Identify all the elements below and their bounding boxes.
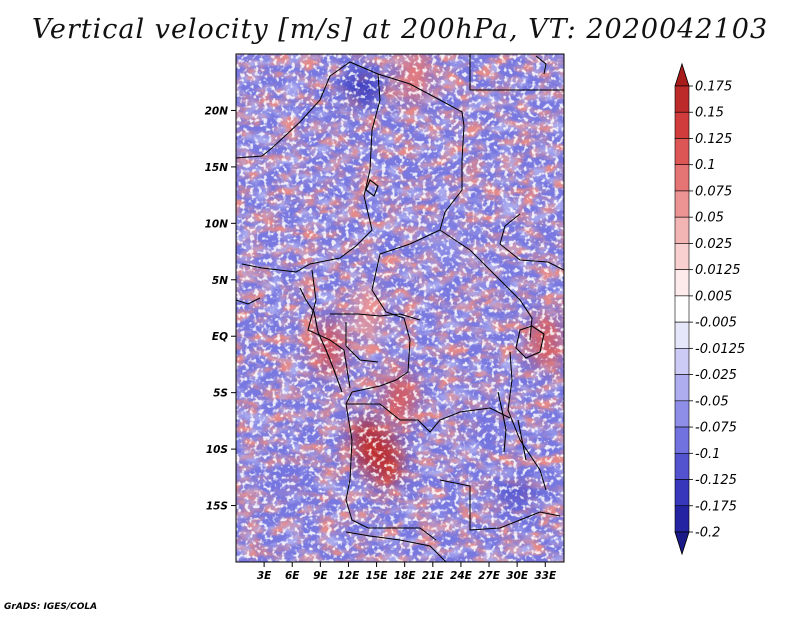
colorbar-bin: [674, 216, 690, 244]
lat-tick-label: 15N: [205, 162, 229, 174]
colorbar-label: 0.025: [695, 237, 732, 252]
lon-tick-label: 9E: [313, 570, 328, 582]
lat-tick-label: 5S: [213, 388, 228, 400]
colorbar-label: 0.125: [695, 132, 732, 147]
lat-tick-label: 5N: [212, 275, 228, 287]
colorbar-bin: [674, 164, 690, 192]
longitude-axis: 3E 6E 9E 12E 15E 18E 21E 24E 27E 30E 33E: [257, 562, 557, 582]
lakes-and-coast: [299, 179, 545, 461]
colorbar-label: 0.1: [695, 158, 716, 173]
colorbar-label: -0.005: [695, 316, 737, 331]
colorbar-bin: [674, 374, 690, 402]
plot-title: Vertical velocity [m/s] at 200hPa, VT: 2…: [31, 14, 769, 45]
colorbar-label: -0.175: [695, 499, 737, 514]
colorbar-bin: [674, 348, 690, 375]
colorbar-bin: [674, 85, 690, 113]
colorbar-label: -0.1: [695, 447, 720, 462]
colorbar-bin: [674, 295, 690, 323]
colorbar-bottom-arrow: [674, 531, 690, 556]
colorbar-label: 0.15: [695, 106, 724, 121]
lat-tick-label: 15S: [206, 501, 228, 513]
lat-tick-label: 10S: [206, 444, 228, 456]
colorbar-label: -0.125: [695, 473, 737, 488]
colorbar-label: -0.075: [695, 421, 737, 436]
colorbar-bin: [674, 321, 690, 349]
colorbar-label: 0.05: [695, 211, 724, 226]
colorbar-bin: [674, 400, 690, 428]
velocity-field: [236, 54, 564, 562]
colorbar-label: 0.075: [695, 184, 732, 199]
latitude-axis: 20N 15N 10N 5N EQ 5S 10S 15S: [205, 105, 236, 513]
lon-tick-label: 21E: [422, 570, 445, 582]
country-borders: [236, 54, 564, 562]
colorbar-bin: [674, 111, 690, 139]
lon-tick-label: 3E: [257, 570, 272, 582]
colorbar-bin: [674, 138, 690, 166]
map-frame: [235, 53, 565, 563]
colorbar-label: 0.175: [695, 80, 732, 95]
lon-tick-label: 30E: [506, 570, 529, 582]
colorbar-bin: [674, 426, 690, 454]
colorbar-bin: [674, 269, 690, 297]
colorbar-bin: [674, 243, 690, 270]
lat-tick-label: 20N: [205, 105, 229, 117]
colorbar-bin: [674, 190, 690, 218]
colorbar: 0.175 0.15 0.125 0.1 0.075 0.05 0.025 0.0125 0.0…: [674, 62, 745, 556]
colorbar-bin: [674, 505, 690, 533]
lat-tick-label: 10N: [205, 218, 229, 230]
colorbar-label: -0.025: [695, 368, 737, 383]
colorbar-bin: [674, 452, 690, 480]
colorbar-bin: [674, 479, 690, 507]
lat-tick-label: EQ: [212, 331, 228, 343]
lon-tick-label: 12E: [338, 570, 361, 582]
lon-tick-label: 33E: [534, 570, 557, 582]
lon-tick-label: 27E: [478, 570, 501, 582]
colorbar-label: -0.0125: [695, 342, 745, 357]
colorbar-label: 0.005: [695, 289, 732, 304]
credit-text: GrADS: IGES/COLA: [4, 602, 98, 612]
lon-tick-label: 24E: [450, 570, 473, 582]
colorbar-label: -0.05: [695, 394, 729, 409]
lon-tick-label: 6E: [285, 570, 300, 582]
lon-tick-label: 18E: [394, 570, 417, 582]
lon-tick-label: 15E: [366, 570, 389, 582]
colorbar-label: 0.0125: [695, 263, 741, 278]
colorbar-top-arrow: [674, 62, 690, 87]
colorbar-label: -0.2: [695, 526, 720, 541]
